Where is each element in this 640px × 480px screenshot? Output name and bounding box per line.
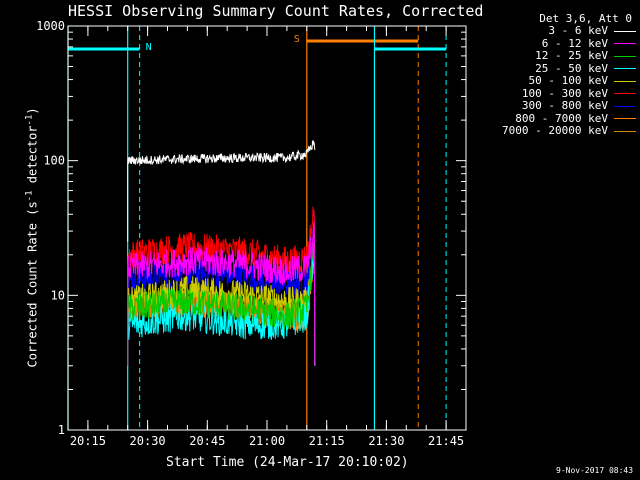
legend-item: 6 - 12 keV [466,36,638,51]
series-line [127,234,316,366]
legend-item-label: 25 - 50 keV [535,61,608,75]
legend-swatch [614,30,636,32]
legend-header: Det 3,6, Att 0 [539,12,632,25]
series-line [127,254,316,366]
x-tick-label: 21:30 [368,434,404,448]
marker-label: N [146,42,152,53]
legend-item-label: 3 - 6 keV [548,24,608,37]
y-tick-label: 1000 [36,19,65,33]
legend-item: 300 - 800 keV [466,99,638,113]
legend-swatch [614,80,636,82]
x-tick-label: 21:45 [428,434,464,448]
legend-item: 50 - 100 keV [466,74,638,88]
x-tick-label: 21:15 [309,434,345,448]
series-line [127,220,316,366]
legend-item: 100 - 300 keV [466,86,638,101]
legend-swatch [614,43,636,45]
x-tick-label: 20:15 [70,434,106,448]
date-stamp: 9-Nov-2017 08:43 [556,466,634,475]
legend-swatch [614,93,636,95]
legend-swatch [614,68,636,70]
chart-title: HESSI Observing Summary Count Rates, Cor… [68,2,484,20]
y-tick-label: 10 [51,288,65,302]
legend-swatch [614,55,636,57]
legend-item-label: 6 - 12 keV [541,36,608,50]
x-tick-label: 20:45 [189,434,225,448]
legend-swatch [614,130,636,132]
x-tick-label: 21:00 [249,434,285,448]
legend-item: 3 - 6 keV [466,24,638,38]
marker-label: S [294,34,300,45]
y-tick-label: 1 [58,423,65,437]
legend-item: 25 - 50 keV [466,61,638,76]
legend-item-label: 50 - 100 keV [528,74,608,87]
legend-item: 800 - 7000 keV [466,111,638,126]
legend-swatch [614,118,636,120]
legend: Det 3,6, Att 0 3 - 6 keV 6 - 12 keV 12 - 2… [466,12,638,138]
series-line [127,140,316,242]
legend-item-label: 300 - 800 keV [521,99,608,112]
x-tick-label: 20:30 [130,434,166,448]
y-tick-label: 100 [43,154,65,168]
x-axis-label: Start Time (24-Mar-17 20:10:02) [166,455,409,470]
y-axis-label: Corrected Count Rate (s-1 detector-1) [24,107,40,368]
legend-swatch [614,105,636,107]
legend-item: 7000 - 20000 keV [466,124,638,138]
legend-item-label: 12 - 25 keV [535,49,608,62]
legend-item-label: 100 - 300 keV [521,86,608,100]
legend-item: 12 - 25 keV [466,49,638,63]
legend-item-label: 800 - 7000 keV [515,111,608,125]
legend-item-label: 7000 - 20000 keV [502,124,608,137]
